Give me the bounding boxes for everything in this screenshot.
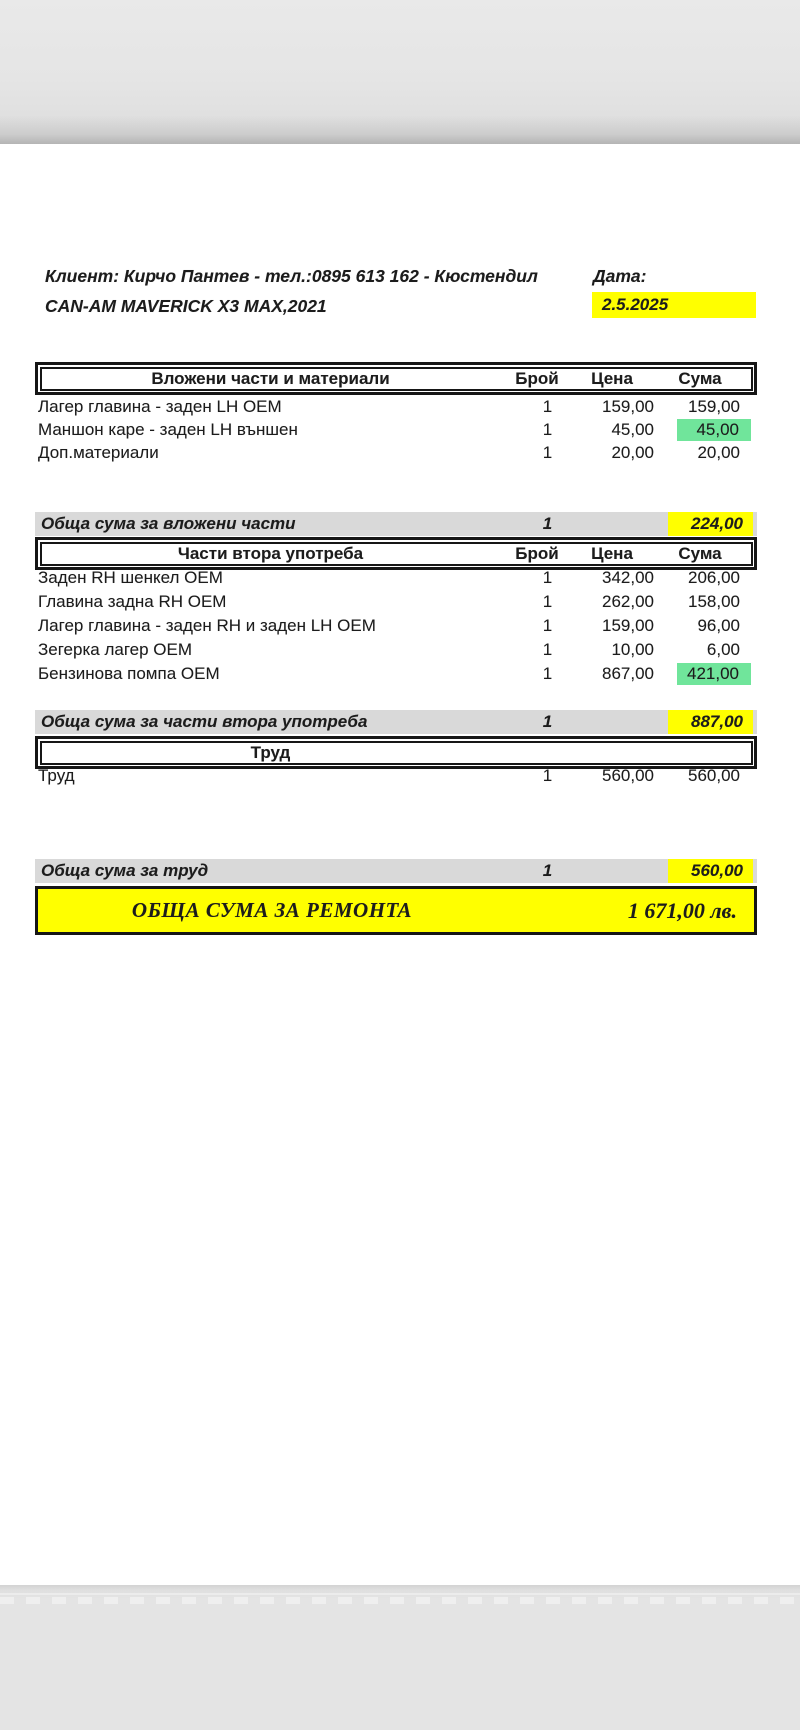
section-total-amount-highlight: 887,00 (668, 710, 753, 734)
item-name: Бензинова помпа OEM (38, 664, 220, 683)
section-total-label: Обща сума за вложени части (41, 514, 296, 533)
table-row: Зегерка лагер OEM 1 10,00 6,00 (35, 638, 757, 662)
page-edge-perforation (0, 1597, 800, 1604)
section-total-row-labor: Обща сума за труд 1 560,00 (35, 859, 757, 883)
parts-table-header: Вложени части и материали Брой Цена Сума (35, 362, 757, 395)
item-name: Доп.материали (38, 442, 159, 462)
item-sum-highlighted: 45,00 (660, 418, 757, 441)
table-row: Труд 1 560,00 560,00 (35, 764, 757, 787)
section-total-qty: 1 (542, 514, 553, 533)
item-sum: 158,00 (688, 592, 740, 611)
item-price: 45,00 (611, 419, 654, 439)
item-name: Лагер главина - заден RH и заден LH OEM (38, 616, 376, 635)
item-price: 20,00 (611, 442, 654, 462)
section-total-row-used-parts: Обща сума за части втора употреба 1 887,… (35, 710, 757, 734)
grand-total-amount: 1 671,00 лв. (627, 898, 737, 923)
table-row: Лагер главина - заден RH и заден LH OEM … (35, 614, 757, 638)
used-parts-table-header: Части втора употреба Брой Цена Сума (35, 537, 757, 570)
item-name: Заден RH шенкел OEM (38, 568, 223, 587)
grand-total-banner: ОБЩА СУМА ЗА РЕМОНТА 1 671,00 лв. (35, 886, 757, 935)
item-price: 867,00 (602, 664, 654, 683)
labor-table-header-inner: Труд (39, 740, 753, 765)
table-row: Главина задна RH OEM 1 262,00 158,00 (35, 590, 757, 614)
item-sum: 159,00 (688, 396, 740, 416)
item-qty: 1 (542, 664, 553, 683)
labor-table-body: Труд 1 560,00 560,00 (35, 764, 757, 787)
section-title-used-parts: Части втора употреба (177, 543, 364, 563)
column-header-sum: Сума (678, 368, 722, 388)
section-total-row-parts: Обща сума за вложени части 1 224,00 (35, 512, 757, 536)
parts-table-body: Лагер главина - заден LH OEM 1 159,00 15… (35, 395, 757, 464)
client-info: Клиент: Кирчо Пантев - тел.:0895 613 162… (45, 266, 538, 286)
item-qty: 1 (542, 592, 553, 611)
table-row: Бензинова помпа OEM 1 867,00 421,00 (35, 662, 757, 686)
item-qty: 1 (542, 568, 553, 587)
section-total-label: Обща сума за труд (41, 861, 209, 880)
item-name: Главина задна RH OEM (38, 592, 227, 611)
table-row: Лагер главина - заден LH OEM 1 159,00 15… (35, 395, 757, 418)
table-row: Маншон каре - заден LH външен 1 45,00 45… (35, 418, 757, 441)
used-parts-table-header-inner: Части втора употреба Брой Цена Сума (39, 541, 753, 566)
column-header-qty: Брой (515, 368, 559, 388)
table-row: Доп.материали 1 20,00 20,00 (35, 441, 757, 464)
viewer-background-top (0, 0, 800, 144)
item-price: 342,00 (602, 568, 654, 587)
item-qty: 1 (542, 616, 553, 635)
item-price: 159,00 (602, 396, 654, 416)
green-highlight: 421,00 (677, 663, 751, 685)
invoice-page: Клиент: Кирчо Пантев - тел.:0895 613 162… (0, 144, 800, 1585)
section-total-qty: 1 (542, 861, 553, 880)
used-parts-table-body: Заден RH шенкел OEM 1 342,00 206,00 Глав… (35, 566, 757, 686)
vehicle-info: CAN-AM MAVERICK X3 MAX,2021 (45, 296, 327, 316)
item-price: 262,00 (602, 592, 654, 611)
column-header-sum: Сума (678, 543, 722, 563)
section-title-labor: Труд (250, 742, 291, 762)
date-value-highlight: 2.5.2025 (592, 292, 756, 318)
viewer-background-bottom (0, 1585, 800, 1730)
item-sum: 96,00 (697, 616, 740, 635)
item-qty: 1 (542, 442, 553, 462)
section-total-amount-highlight: 560,00 (668, 859, 753, 883)
column-header-price: Цена (591, 543, 633, 563)
section-title-parts: Вложени части и материали (151, 368, 390, 388)
item-name: Труд (38, 765, 75, 785)
item-qty: 1 (542, 765, 553, 785)
section-total-amount-highlight: 224,00 (668, 512, 753, 536)
column-header-qty: Брой (515, 543, 559, 563)
section-total-label: Обща сума за части втора употреба (41, 712, 368, 731)
item-price: 560,00 (602, 765, 654, 785)
item-qty: 1 (542, 396, 553, 416)
parts-table-header-inner: Вложени части и материали Брой Цена Сума (39, 366, 753, 391)
item-qty: 1 (542, 419, 553, 439)
item-price: 10,00 (611, 640, 654, 659)
green-highlight: 45,00 (677, 418, 751, 441)
item-sum: 6,00 (706, 640, 740, 659)
column-header-price: Цена (591, 368, 633, 388)
labor-table-header: Труд (35, 736, 757, 769)
item-name: Зегерка лагер OEM (38, 640, 193, 659)
page-edge-line (0, 1593, 800, 1595)
item-sum: 20,00 (697, 442, 740, 462)
item-name: Маншон каре - заден LH външен (38, 419, 298, 439)
date-label: Дата: (593, 266, 647, 286)
section-total-qty: 1 (542, 712, 553, 731)
item-sum-highlighted: 421,00 (660, 663, 757, 685)
table-row: Заден RH шенкел OEM 1 342,00 206,00 (35, 566, 757, 590)
item-price: 159,00 (602, 616, 654, 635)
item-sum: 206,00 (688, 568, 740, 587)
grand-total-label: ОБЩА СУМА ЗА РЕМОНТА (131, 898, 413, 922)
item-qty: 1 (542, 640, 553, 659)
item-name: Лагер главина - заден LH OEM (38, 396, 282, 416)
item-sum: 560,00 (688, 765, 740, 785)
